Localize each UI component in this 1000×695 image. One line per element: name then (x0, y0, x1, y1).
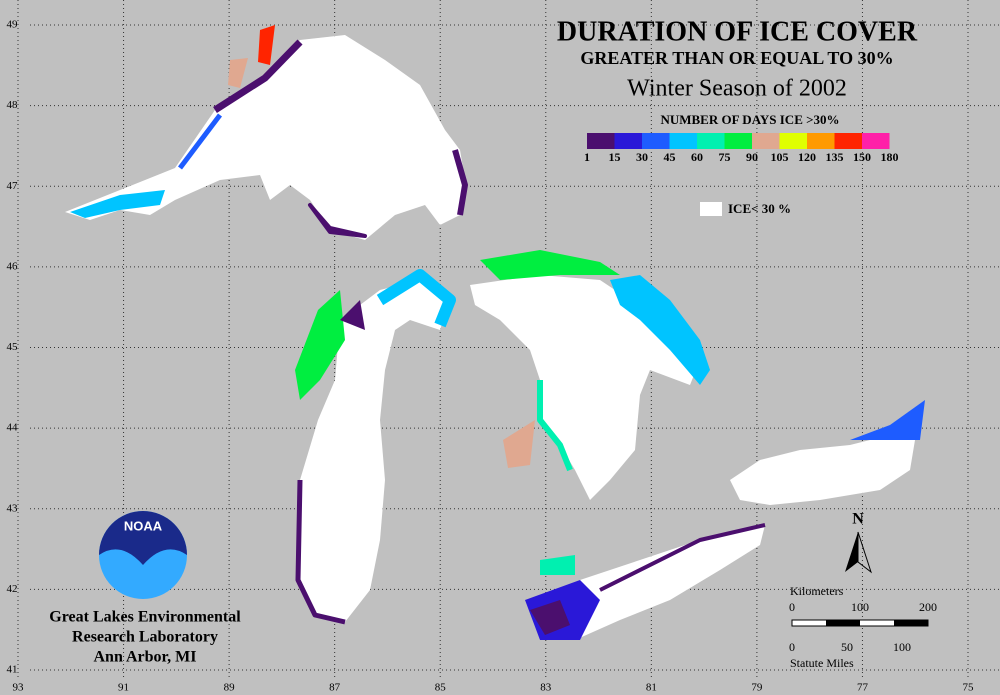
no-ice-label: ICE< 30 % (728, 201, 791, 216)
lakes (65, 25, 925, 640)
legend-swatch (587, 133, 615, 149)
lat-label: 49 (7, 19, 19, 31)
legend-swatch (724, 133, 752, 149)
lon-label: 77 (857, 682, 869, 694)
logo-text: NOAA (124, 518, 163, 533)
lake-huron (470, 275, 700, 500)
lon-label: 83 (540, 682, 552, 694)
season: Winter Season of 2002 (627, 76, 847, 102)
lake-superior (65, 35, 465, 240)
mi-tick: 50 (841, 640, 853, 654)
lon-label: 87 (329, 682, 341, 694)
lake-michigan (298, 280, 450, 622)
lat-label: 43 (7, 502, 19, 514)
lon-label: 81 (646, 682, 657, 694)
km-tick: 200 (919, 600, 937, 614)
legend-swatch (642, 133, 670, 149)
legend-label: 60 (691, 150, 703, 164)
lat-label: 48 (7, 99, 19, 111)
legend: 1 15 30 45 60 75 90 105 120 135 150 180 (584, 133, 899, 164)
legend-swatch (669, 133, 697, 149)
legend-label: 135 (826, 150, 844, 164)
lon-label: 85 (435, 682, 447, 694)
lat-label: 41 (7, 664, 18, 676)
lat-label: 44 (7, 422, 19, 434)
km-tick: 0 (789, 600, 795, 614)
scale-bar (791, 619, 929, 627)
lat-label: 47 (7, 180, 19, 192)
lon-label: 75 (963, 682, 975, 694)
legend-swatch (614, 133, 642, 149)
legend-label: 90 (746, 150, 758, 164)
legend-swatch (697, 133, 725, 149)
km-title: Kilometers (790, 584, 844, 598)
mi-title: Statute Miles (790, 656, 854, 670)
lat-label: 42 (7, 583, 18, 595)
lon-label: 93 (13, 682, 25, 694)
mi-tick: 0 (789, 640, 795, 654)
north-arrow (845, 532, 858, 572)
scale-ticks: 0 100 200 0 50 100 (789, 600, 937, 654)
mi-tick: 100 (893, 640, 911, 654)
legend-title: NUMBER OF DAYS ICE >30% (660, 112, 839, 127)
org-line: Research Laboratory (72, 629, 218, 646)
no-ice-swatch (700, 202, 722, 216)
legend-label: 30 (636, 150, 648, 164)
north-label: N (852, 511, 864, 528)
org-line: Great Lakes Environmental (49, 609, 241, 626)
legend-label: 1 (584, 150, 590, 164)
km-tick: 100 (851, 600, 869, 614)
title: DURATION OF ICE COVER (557, 16, 918, 47)
legend-label: 120 (798, 150, 816, 164)
org-line: Ann Arbor, MI (94, 649, 197, 666)
legend-swatch (752, 133, 780, 149)
legend-label: 15 (609, 150, 621, 164)
lon-label: 91 (118, 682, 129, 694)
lake-ontario (730, 435, 915, 505)
lon-label: 89 (224, 682, 236, 694)
lat-label: 46 (7, 260, 19, 272)
lat-label: 45 (7, 341, 19, 353)
north-arrow (857, 531, 872, 574)
subtitle: GREATER THAN OR EQUAL TO 30% (580, 48, 893, 68)
legend-label: 45 (664, 150, 676, 164)
legend-label: 180 (881, 150, 899, 164)
legend-label: 150 (853, 150, 871, 164)
legend-label: 105 (771, 150, 789, 164)
logo: NOAA (99, 511, 187, 599)
legend-label: 75 (719, 150, 731, 164)
legend-swatch (779, 133, 807, 149)
legend-swatch (834, 133, 862, 149)
legend-swatch (862, 133, 890, 149)
lon-label: 79 (751, 682, 763, 694)
legend-swatch (807, 133, 835, 149)
